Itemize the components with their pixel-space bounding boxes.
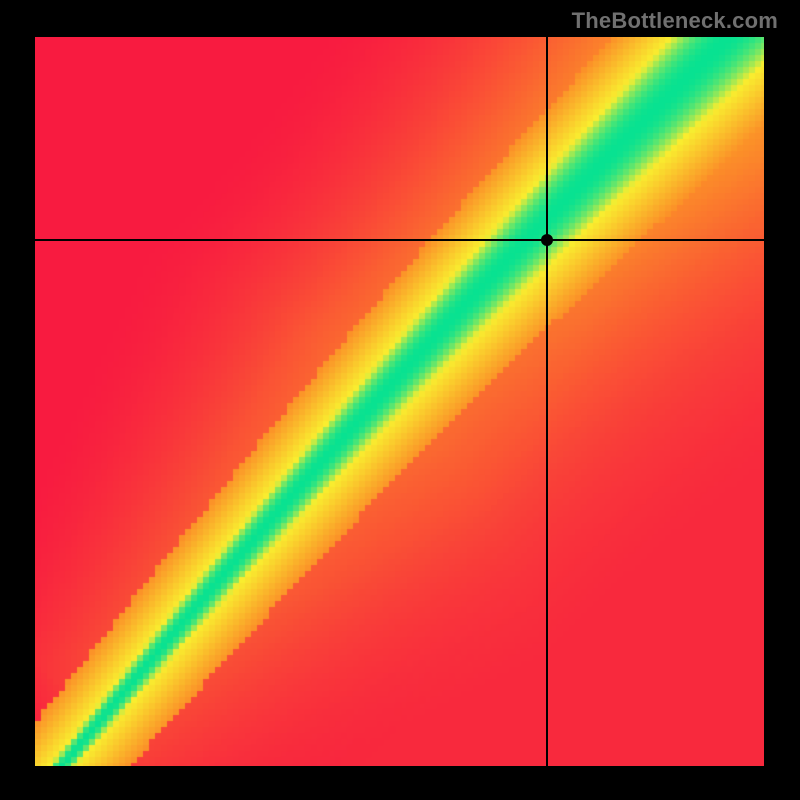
watermark-text: TheBottleneck.com xyxy=(572,8,778,34)
crosshair-vertical xyxy=(546,37,548,766)
performance-heatmap xyxy=(35,37,764,766)
crosshair-marker-dot xyxy=(541,234,553,246)
crosshair-horizontal xyxy=(35,239,764,241)
chart-container: TheBottleneck.com xyxy=(0,0,800,800)
